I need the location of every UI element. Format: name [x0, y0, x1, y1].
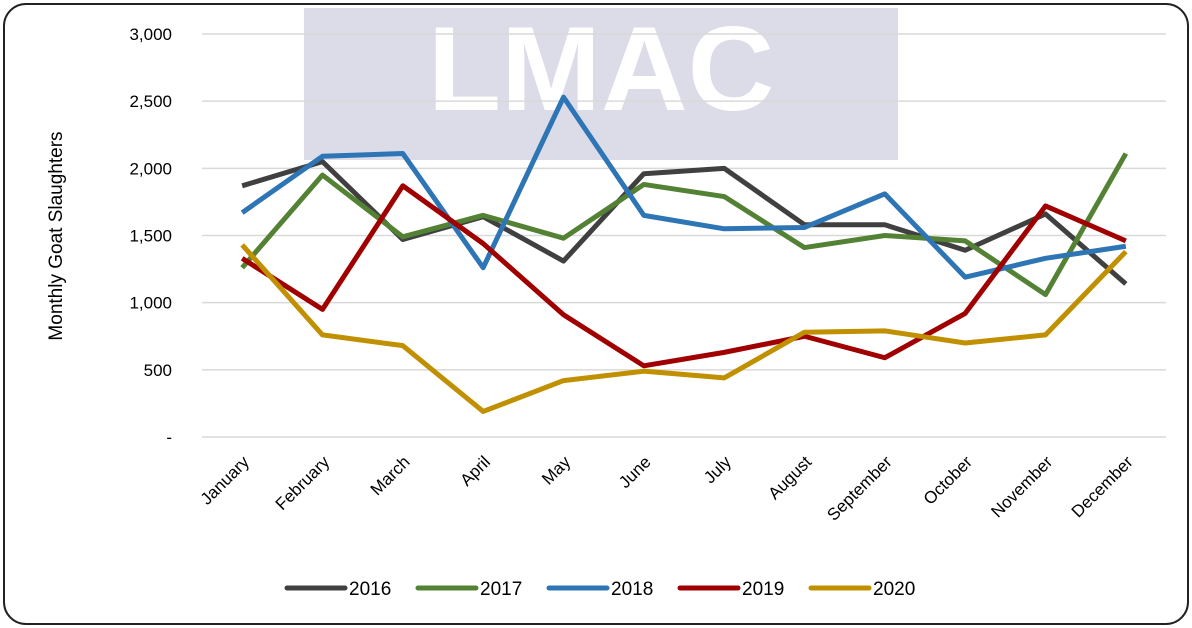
y-tick-label: 2,000 — [129, 159, 172, 178]
y-tick-label: - — [166, 428, 172, 447]
y-tick-label: 500 — [144, 361, 172, 380]
legend-label: 2016 — [349, 579, 391, 600]
chart: LMAC Monthly Goat Slaughters - 500 1,000 1,… — [0, 0, 1192, 628]
y-axis-label: Monthly Goat Slaughters — [46, 131, 67, 340]
legend-label: 2019 — [742, 579, 784, 600]
y-tick-label: 1,500 — [129, 227, 172, 246]
legend-label: 2017 — [480, 579, 522, 600]
legend-label: 2018 — [611, 579, 653, 600]
y-tick-label: 2,500 — [129, 92, 172, 111]
y-tick-label: 3,000 — [129, 25, 172, 44]
watermark: LMAC — [428, 2, 775, 136]
legend-label: 2020 — [873, 579, 915, 600]
y-tick-label: 1,000 — [129, 294, 172, 313]
